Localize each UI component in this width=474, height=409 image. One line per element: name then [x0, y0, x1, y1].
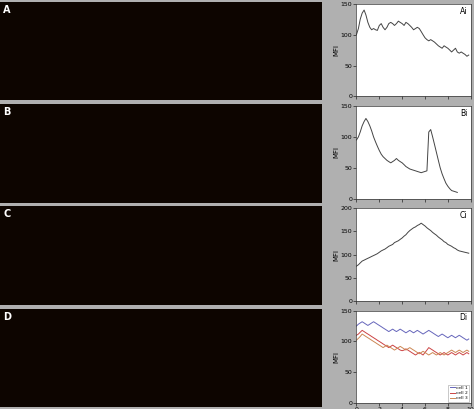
cell 2: [392, 344, 397, 349]
cell 1: [354, 324, 359, 328]
cell 2: [384, 344, 390, 349]
Line: cell 2: cell 2: [356, 330, 469, 355]
cell 3: [426, 353, 432, 357]
Text: B: B: [3, 107, 10, 117]
cell 1: [392, 328, 397, 333]
cell 2: [466, 351, 472, 356]
cell 2: [393, 345, 399, 350]
Line: cell 1: cell 1: [356, 322, 469, 340]
cell 1: [464, 338, 470, 343]
cell 1: [466, 337, 472, 342]
Legend: cell 1, cell 2, cell 3: cell 1, cell 2, cell 3: [448, 384, 469, 402]
cell 2: [428, 346, 434, 351]
Text: Ci: Ci: [460, 211, 467, 220]
Y-axis label: MFI: MFI: [333, 44, 339, 56]
Y-axis label: MFI: MFI: [333, 146, 339, 158]
Text: A: A: [3, 5, 11, 15]
cell 3: [374, 342, 380, 346]
cell 2: [354, 333, 359, 338]
cell 2: [359, 328, 365, 333]
cell 2: [413, 353, 419, 357]
Y-axis label: MFI: MFI: [333, 249, 339, 261]
cell 1: [374, 322, 380, 327]
Text: Bi: Bi: [460, 109, 467, 118]
cell 1: [388, 328, 393, 333]
cell 3: [359, 332, 365, 337]
Text: Di: Di: [459, 313, 467, 322]
Text: D: D: [3, 312, 11, 321]
cell 1: [393, 329, 399, 334]
cell 3: [388, 345, 393, 350]
cell 3: [384, 343, 390, 348]
Text: C: C: [3, 209, 10, 219]
cell 3: [393, 346, 399, 351]
cell 3: [354, 338, 359, 343]
cell 2: [374, 338, 380, 343]
cell 3: [428, 351, 434, 356]
cell 1: [359, 319, 365, 324]
cell 3: [392, 348, 397, 353]
cell 3: [466, 349, 472, 354]
Y-axis label: MFI: MFI: [333, 351, 339, 363]
Text: Ai: Ai: [460, 7, 467, 16]
cell 2: [388, 344, 393, 349]
Line: cell 3: cell 3: [356, 334, 469, 355]
cell 1: [384, 328, 390, 333]
cell 1: [426, 328, 432, 333]
